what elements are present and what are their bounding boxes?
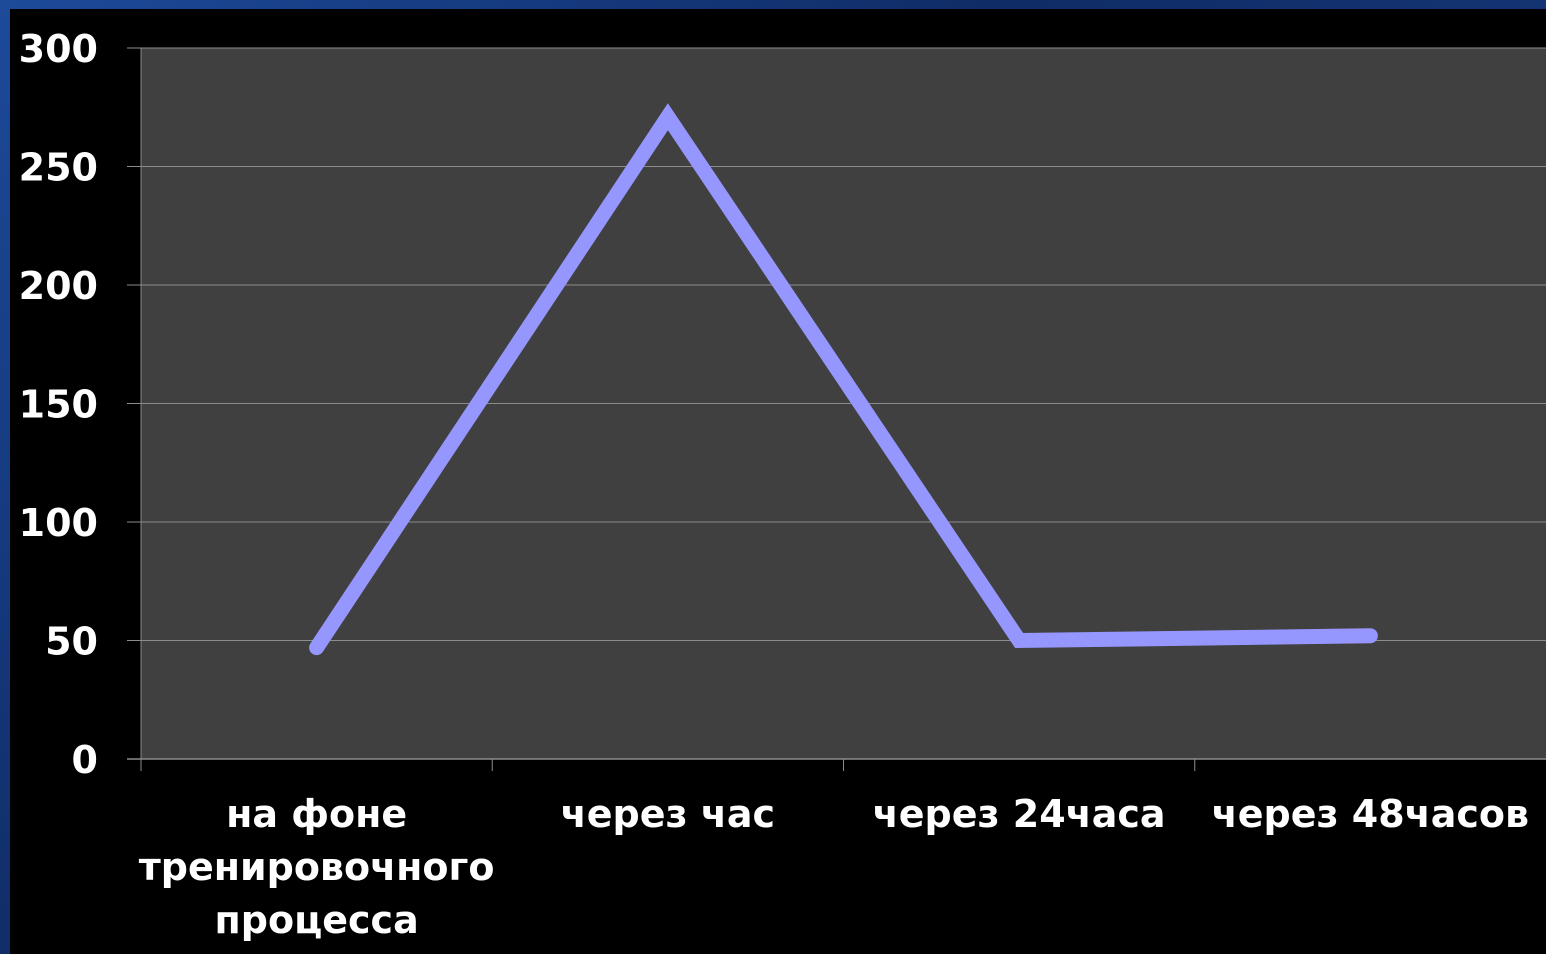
gridlines <box>141 47 1546 641</box>
y-axis-tick-labels: 0 50 100 150 200 250 300 <box>19 27 98 782</box>
y-tick-label: 0 <box>72 738 98 782</box>
chart-slide: 0 50 100 150 200 250 300 на фоне тренировочного… <box>10 9 1546 954</box>
x-tick-label: через час <box>561 792 775 836</box>
y-tick-label: 250 <box>19 146 98 190</box>
x-tick-label: через 24часа <box>873 792 1166 836</box>
x-tick-label-line: процесса <box>215 898 419 942</box>
x-tick-label: на фоне тренировочного процесса <box>139 792 495 942</box>
x-tick-label-line: тренировочного <box>139 845 495 889</box>
data-point <box>667 116 669 118</box>
x-tick-label: через 48часов <box>1212 792 1529 836</box>
series-line <box>309 103 1378 656</box>
y-tick-label: 200 <box>19 264 98 308</box>
series-layer <box>309 103 1378 656</box>
x-tick-label-line: через 24часа <box>873 792 1166 836</box>
y-tick-label: 300 <box>19 27 98 71</box>
x-tick-label-line: через 48часов <box>1212 792 1529 836</box>
data-point <box>1369 635 1371 637</box>
axes <box>127 47 1546 771</box>
x-tick-label-line: на фоне <box>226 792 407 836</box>
y-tick-label: 150 <box>19 383 98 427</box>
data-point <box>316 647 318 649</box>
y-tick-label: 50 <box>45 620 98 664</box>
x-tick-label-line: через час <box>561 792 775 836</box>
x-axis-tick-labels: на фоне тренировочного процесса через час че… <box>139 792 1529 942</box>
line-chart: 0 50 100 150 200 250 300 на фоне тренировочного… <box>19 27 1546 942</box>
y-tick-label: 100 <box>19 501 98 545</box>
data-point <box>1018 640 1020 641</box>
